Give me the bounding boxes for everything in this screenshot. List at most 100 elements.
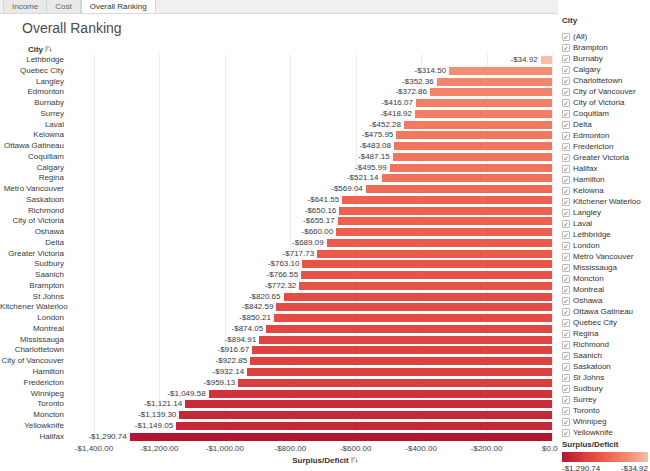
filter-item-quebec-city[interactable]: ✓Quebec City <box>562 317 617 328</box>
bar-langley[interactable] <box>437 78 552 86</box>
row-label-ottawa-gatineau[interactable]: Ottawa Gatineau <box>0 141 64 151</box>
bar-quebec-city[interactable] <box>449 67 552 75</box>
row-label-sudbury[interactable]: Sudbury <box>0 259 64 269</box>
filter-item-kitchener-waterloo[interactable]: ✓Kitchener Waterloo <box>562 196 641 207</box>
bar-saanich[interactable] <box>301 271 552 279</box>
filter-item-brampton[interactable]: ✓Brampton <box>562 42 608 53</box>
bar-lethbridge[interactable] <box>541 56 552 64</box>
bar-kelowna[interactable] <box>396 131 552 139</box>
filter-item-city-of-vancouver[interactable]: ✓City of Vancouver <box>562 86 636 97</box>
filter-item-winnipeg[interactable]: ✓Winnipeg <box>562 416 606 427</box>
filter-item-charlottetown[interactable]: ✓Charlottetown <box>562 75 622 86</box>
row-label-montreal[interactable]: Montreal <box>0 324 64 334</box>
bar-kitchener-waterloo[interactable] <box>276 303 552 311</box>
row-label-saskatoon[interactable]: Saskatoon <box>0 195 64 205</box>
filter-item-mississauga[interactable]: ✓Mississauga <box>562 262 617 273</box>
row-label-st-johns[interactable]: St Johns <box>0 292 64 302</box>
filter-item-london[interactable]: ✓London <box>562 240 600 251</box>
filter-item-st-johns[interactable]: ✓St Johns <box>562 372 604 383</box>
filter-item-metro-vancouver[interactable]: ✓Metro Vancouver <box>562 251 633 262</box>
bar-halifax[interactable] <box>130 433 552 441</box>
bar-laval[interactable] <box>404 121 552 129</box>
filter-item-oshawa[interactable]: ✓Oshawa <box>562 295 602 306</box>
row-label-greater-victoria[interactable]: Greater Victoria <box>0 249 64 259</box>
row-label-brampton[interactable]: Brampton <box>0 281 64 291</box>
row-label-langley[interactable]: Langley <box>0 77 64 87</box>
filter-item-greater-victoria[interactable]: ✓Greater Victoria <box>562 152 629 163</box>
row-label-lethbridge[interactable]: Lethbridge <box>0 55 64 65</box>
bar-yellowknife[interactable] <box>176 422 552 430</box>
bar-delta[interactable] <box>327 239 552 247</box>
bar-sudbury[interactable] <box>302 260 552 268</box>
row-label-yellowknife[interactable]: Yellowknife <box>0 421 64 431</box>
filter-item-richmond[interactable]: ✓Richmond <box>562 339 609 350</box>
row-label-city-of-vancouver[interactable]: City of Vancouver <box>0 356 64 366</box>
row-label-laval[interactable]: Laval <box>0 120 64 130</box>
bar-greater-victoria[interactable] <box>317 250 552 258</box>
row-label-kelowna[interactable]: Kelowna <box>0 130 64 140</box>
filter-item-city-of-victoria[interactable]: ✓City of Victoria <box>562 97 624 108</box>
city-column-header[interactable]: City <box>0 45 52 54</box>
row-label-richmond[interactable]: Richmond <box>0 206 64 216</box>
filter-item-toronto[interactable]: ✓Toronto <box>562 405 600 416</box>
bar-toronto[interactable] <box>185 400 552 408</box>
row-label-quebec-city[interactable]: Quebec City <box>0 66 64 76</box>
row-label-hamilton[interactable]: Hamilton <box>0 367 64 377</box>
row-label-fredericton[interactable]: Fredericton <box>0 378 64 388</box>
bar-city-of-victoria[interactable] <box>338 217 552 225</box>
row-label-saanich[interactable]: Saanich <box>0 270 64 280</box>
filter-item-yellowknife[interactable]: ✓Yellowknife <box>562 427 613 438</box>
filter-item-montreal[interactable]: ✓Montreal <box>562 284 604 295</box>
bar-ottawa-gatineau[interactable] <box>394 142 552 150</box>
bar-regina[interactable] <box>382 174 553 182</box>
bar-oshawa[interactable] <box>336 228 552 236</box>
filter-item-kelowna[interactable]: ✓Kelowna <box>562 185 604 196</box>
filter-item-delta[interactable]: ✓Delta <box>562 119 592 130</box>
row-label-coquitlam[interactable]: Coquitlam <box>0 152 64 162</box>
filter-item-laval[interactable]: ✓Laval <box>562 218 592 229</box>
filter-item-calgary[interactable]: ✓Calgary <box>562 64 601 75</box>
bar-calgary[interactable] <box>390 164 552 172</box>
row-label-edmonton[interactable]: Edmonton <box>0 87 64 97</box>
filter-item-hamilton[interactable]: ✓Hamilton <box>562 174 605 185</box>
x-axis-title[interactable]: Surplus/Deficit <box>230 456 420 465</box>
filter-item-coquitlam[interactable]: ✓Coquitlam <box>562 108 609 119</box>
filter-item-saskatoon[interactable]: ✓Saskatoon <box>562 361 611 372</box>
bar-surrey[interactable] <box>415 110 552 118</box>
row-label-burnaby[interactable]: Burnaby <box>0 98 64 108</box>
bar-montreal[interactable] <box>266 325 552 333</box>
filter-item-moncton[interactable]: ✓Moncton <box>562 273 604 284</box>
bar-richmond[interactable] <box>339 207 552 215</box>
row-label-kitchener-waterloo[interactable]: Kitchener Waterloo <box>0 302 64 312</box>
row-label-surrey[interactable]: Surrey <box>0 109 64 119</box>
row-label-calgary[interactable]: Calgary <box>0 163 64 173</box>
bar-hamilton[interactable] <box>247 368 552 376</box>
bar-edmonton[interactable] <box>430 88 552 96</box>
row-label-mississauga[interactable]: Mississauga <box>0 335 64 345</box>
bar-mississauga[interactable] <box>259 336 552 344</box>
legend-gradient-bar[interactable] <box>562 452 648 462</box>
bar-city-of-vancouver[interactable] <box>250 357 552 365</box>
bar-london[interactable] <box>274 314 552 322</box>
filter-item-saanich[interactable]: ✓Saanich <box>562 350 602 361</box>
bar-winnipeg[interactable] <box>209 390 552 398</box>
row-label-oshawa[interactable]: Oshawa <box>0 227 64 237</box>
bar-saskatoon[interactable] <box>342 196 552 204</box>
filter-item-regina[interactable]: ✓Regina <box>562 328 598 339</box>
filter-item-halifax[interactable]: ✓Halifax <box>562 163 597 174</box>
filter-item-fredericton[interactable]: ✓Fredericton <box>562 141 613 152</box>
row-label-charlottetown[interactable]: Charlottetown <box>0 345 64 355</box>
row-label-toronto[interactable]: Toronto <box>0 399 64 409</box>
bar-burnaby[interactable] <box>416 99 552 107</box>
row-label-london[interactable]: London <box>0 313 64 323</box>
bar-brampton[interactable] <box>299 282 552 290</box>
row-label-winnipeg[interactable]: Winnipeg <box>0 389 64 399</box>
filter-item-surrey[interactable]: ✓Surrey <box>562 394 597 405</box>
bar-coquitlam[interactable] <box>393 153 552 161</box>
bar-fredericton[interactable] <box>238 379 552 387</box>
filter-item-edmonton[interactable]: ✓Edmonton <box>562 130 609 141</box>
row-label-halifax[interactable]: Halifax <box>0 432 64 442</box>
row-label-moncton[interactable]: Moncton <box>0 410 64 420</box>
filter-item-ottawa-gatineau[interactable]: ✓Ottawa Gatineau <box>562 306 633 317</box>
row-label-delta[interactable]: Delta <box>0 238 64 248</box>
